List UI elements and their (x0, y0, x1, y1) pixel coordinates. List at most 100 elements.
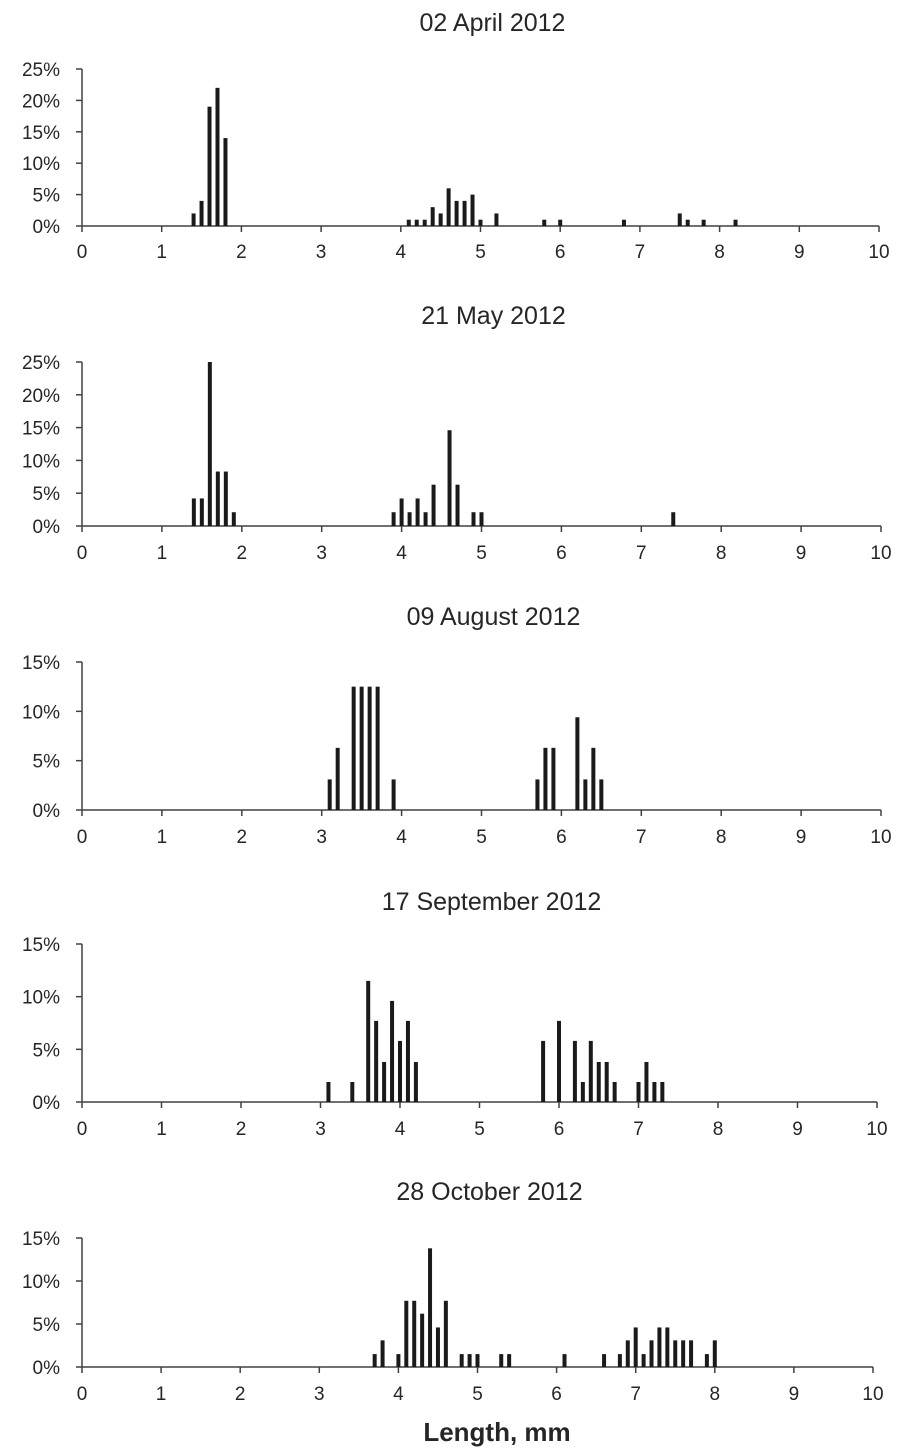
x-tick-label: 4 (396, 242, 407, 263)
x-tick-label: 2 (236, 1119, 247, 1140)
bar (335, 747, 340, 810)
bar (326, 1081, 331, 1102)
bar (535, 779, 540, 810)
x-tick-label: 2 (236, 242, 247, 263)
bar (454, 200, 459, 226)
x-tick-label: 5 (476, 543, 487, 564)
bar (223, 138, 228, 226)
x-tick-label: 8 (716, 827, 727, 848)
y-tick-label: 10% (22, 988, 60, 1009)
bar (507, 1354, 512, 1367)
bar (475, 1354, 480, 1367)
x-tick-label: 9 (792, 1119, 803, 1140)
bar (660, 1081, 665, 1102)
bar (406, 219, 411, 226)
bar (422, 219, 427, 226)
x-tick-label: 3 (316, 827, 327, 848)
chart-panel: 09 August 2012 0% 5% 10% 15% 0 1 2 3 4 5 6 7 8 9 10 (22, 603, 892, 848)
y-tick-label: 5% (33, 484, 61, 505)
bar (446, 188, 451, 226)
bar (596, 1061, 601, 1102)
y-tick-label: 15% (22, 1229, 60, 1250)
x-tick-label: 1 (156, 1119, 167, 1140)
bar (199, 498, 204, 526)
bar (562, 1354, 567, 1367)
x-tick-label: 3 (315, 1119, 326, 1140)
y-tick-label: 0% (33, 1358, 61, 1379)
bar (327, 779, 332, 810)
bar (430, 207, 435, 226)
x-tick-label: 7 (630, 1384, 641, 1405)
x-tick-label: 10 (862, 1384, 883, 1405)
bar (459, 1354, 464, 1367)
bar (215, 471, 220, 526)
y-tick-label: 10% (22, 154, 60, 175)
bar (543, 747, 548, 810)
x-tick-label: 6 (555, 242, 566, 263)
bar (380, 1340, 385, 1367)
y-tick-label: 25% (22, 60, 60, 81)
x-tick-label: 2 (237, 543, 248, 564)
bar (599, 779, 604, 810)
bar (399, 498, 404, 526)
x-tick-label: 1 (157, 543, 168, 564)
x-tick-label: 4 (395, 1119, 406, 1140)
bar (612, 1081, 617, 1102)
bar (665, 1327, 670, 1367)
x-tick-label: 10 (870, 543, 891, 564)
bar (438, 213, 443, 226)
x-tick-label: 10 (870, 827, 891, 848)
bar (462, 200, 467, 226)
bar (677, 213, 682, 226)
bar (414, 219, 419, 226)
bar (633, 1327, 638, 1367)
bar (733, 219, 738, 226)
bar (407, 512, 412, 526)
y-tick-label: 5% (33, 186, 61, 207)
bar (625, 1340, 630, 1367)
x-tick-label: 4 (396, 827, 407, 848)
bar (372, 1354, 377, 1367)
x-tick-label: 9 (796, 827, 807, 848)
bar (359, 686, 364, 810)
y-tick-label: 0% (33, 217, 61, 238)
bar (351, 686, 356, 810)
bar (391, 512, 396, 526)
x-tick-label: 4 (396, 543, 407, 564)
bar (191, 213, 196, 226)
bar (428, 1248, 433, 1367)
bar (671, 512, 676, 526)
x-tick-label: 3 (314, 1384, 325, 1405)
bar (588, 1040, 593, 1102)
bar (572, 1040, 577, 1102)
bar (470, 194, 475, 226)
bar (423, 512, 428, 526)
bar (681, 1340, 686, 1367)
bar (382, 1061, 387, 1102)
bar (455, 484, 460, 526)
bar (412, 1300, 417, 1367)
x-tick-label: 8 (713, 1119, 724, 1140)
bar (499, 1354, 504, 1367)
x-tick-label: 1 (156, 242, 167, 263)
x-tick-label: 0 (77, 827, 88, 848)
x-tick-label: 7 (636, 827, 647, 848)
x-tick-label: 9 (789, 1384, 800, 1405)
x-tick-label: 3 (316, 242, 327, 263)
bar (415, 498, 420, 526)
bar (701, 219, 706, 226)
x-tick-label: 3 (316, 543, 327, 564)
y-tick-label: 5% (33, 1040, 61, 1061)
x-tick-label: 1 (156, 1384, 167, 1405)
x-tick-label: 6 (556, 827, 567, 848)
x-tick-label: 6 (551, 1384, 562, 1405)
chart-panel: 21 May 2012 0% 5% 10% 15% 20% 25% 0 1 2 3 4 5 6 7 8 9 10 (22, 302, 892, 564)
bar (467, 1354, 472, 1367)
chart-title: 17 September 2012 (382, 888, 602, 916)
bar (431, 484, 436, 526)
bar (591, 747, 596, 810)
x-axis-title: Length, mm (423, 1417, 570, 1447)
x-tick-label: 7 (635, 242, 646, 263)
y-tick-label: 25% (22, 353, 60, 374)
x-tick-label: 7 (636, 543, 647, 564)
